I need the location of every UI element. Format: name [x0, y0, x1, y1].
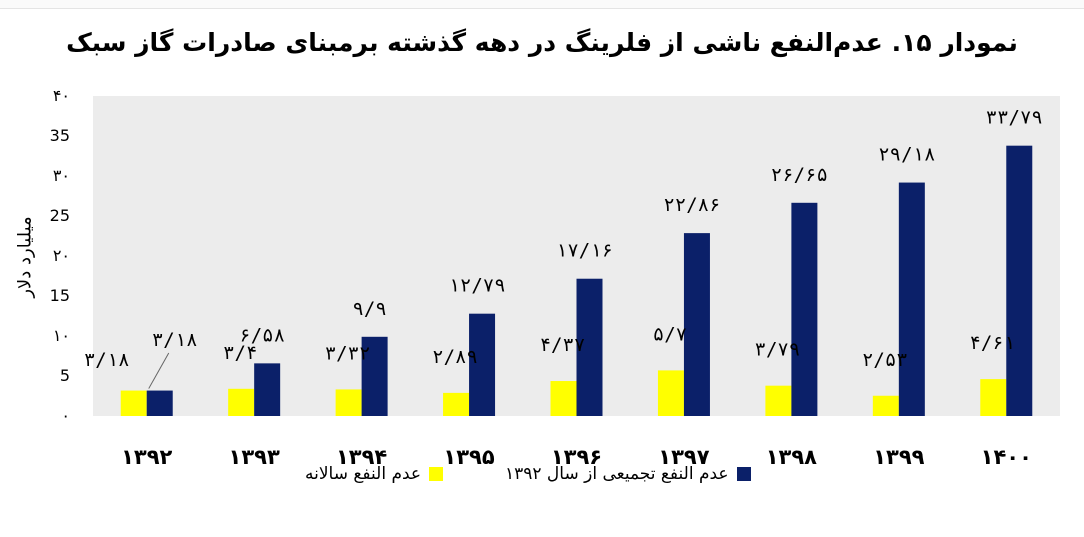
bar-cumulative [683, 233, 710, 416]
data-label-cumulative: ۲۹/۱۸ [878, 144, 935, 166]
bar-annual [980, 379, 1007, 416]
data-label-annual: ۳/۳۲ [325, 342, 371, 364]
data-label-annual: ۳/۷۹ [755, 339, 801, 361]
bar-cumulative [469, 313, 496, 416]
legend-item-annual: عدم النفع سالانه [305, 464, 444, 484]
bar-annual [443, 392, 470, 416]
data-label-annual: ۵/۷ [653, 323, 687, 345]
x-tick-label: ۱۳۹۴ [336, 445, 387, 469]
bar-annual [657, 370, 684, 416]
data-label-cumulative: ۲۶/۶۵ [771, 164, 828, 186]
x-tick-label: ۱۳۹۳ [229, 445, 280, 469]
y-tick-label: ۳۰ [53, 166, 70, 185]
bar-cumulative [1006, 145, 1033, 416]
y-tick-label: ۲۰ [53, 246, 70, 265]
x-tick-label: ۱۳۹۲ [121, 445, 172, 469]
x-tick-label: ۱۳۹۵ [443, 445, 494, 469]
data-label-annual: ۳/۴ [223, 342, 257, 364]
bar-annual [765, 385, 792, 416]
bar-annual [335, 389, 362, 416]
bar-annual [550, 381, 577, 416]
y-tick-label: 5 [60, 366, 70, 385]
data-label-cumulative: ۲۲/۸۶ [663, 194, 720, 216]
bar-cumulative [361, 336, 388, 416]
bar-cumulative [576, 278, 603, 416]
bar-cumulative [898, 182, 925, 416]
data-label-annual: ۳/۱۸ [84, 349, 130, 371]
data-label-annual: ۲/۸۹ [432, 346, 478, 368]
legend-swatch-annual [429, 467, 444, 481]
bar-annual [120, 390, 147, 416]
data-label-cumulative: ۱۷/۱۶ [556, 240, 613, 262]
x-tick-label: ۱۴۰۰ [981, 445, 1032, 469]
y-tick-label: 15 [50, 286, 70, 305]
data-label-cumulative: ۹/۹ [352, 298, 386, 320]
top-divider [0, 0, 1084, 9]
data-label-cumulative: ۳۳/۷۹ [986, 107, 1043, 129]
bar-cumulative [791, 202, 818, 416]
legend: عدم النفع تجمیعی از سال ۱۳۹۲ عدم النفع س… [0, 464, 1084, 494]
data-label-cumulative: ۶/۵۸ [239, 324, 285, 346]
data-label-annual: ۲/۵۳ [862, 349, 908, 371]
x-tick-label: ۱۳۹۹ [873, 445, 924, 469]
data-label-cumulative: ۳/۱۸ [152, 329, 198, 351]
y-axis-label: میلیارد دلار [14, 216, 36, 298]
legend-label-cumulative: عدم النفع تجمیعی از سال ۱۳۹۲ [505, 464, 729, 484]
bar-cumulative [146, 390, 173, 416]
leader-line [148, 352, 170, 389]
bar-annual [228, 388, 255, 416]
x-tick-label: ۱۳۹۸ [766, 445, 817, 469]
data-label-annual: ۴/۶۱ [969, 332, 1015, 354]
y-tick-label: ۰ [61, 406, 70, 425]
legend-item-cumulative: عدم النفع تجمیعی از سال ۱۳۹۲ [505, 464, 751, 484]
legend-label-annual: عدم النفع سالانه [305, 464, 422, 484]
data-label-annual: ۴/۳۷ [540, 334, 586, 356]
legend-swatch-cumulative [736, 467, 751, 481]
x-tick-label: ۱۳۹۷ [658, 445, 709, 469]
y-tick-label: 25 [50, 206, 70, 225]
y-tick-label: 35 [50, 126, 70, 145]
bar-cumulative [254, 363, 281, 416]
y-tick-label: ۴۰ [53, 86, 70, 105]
y-tick-label: ۱۰ [53, 326, 70, 345]
data-label-cumulative: ۱۲/۷۹ [448, 275, 505, 297]
bar-annual [872, 395, 899, 416]
chart-title: نمودار ۱۵. عدم‌النفع ناشی از فلرینگ در د… [66, 28, 1018, 57]
x-tick-label: ۱۳۹۶ [551, 445, 602, 469]
